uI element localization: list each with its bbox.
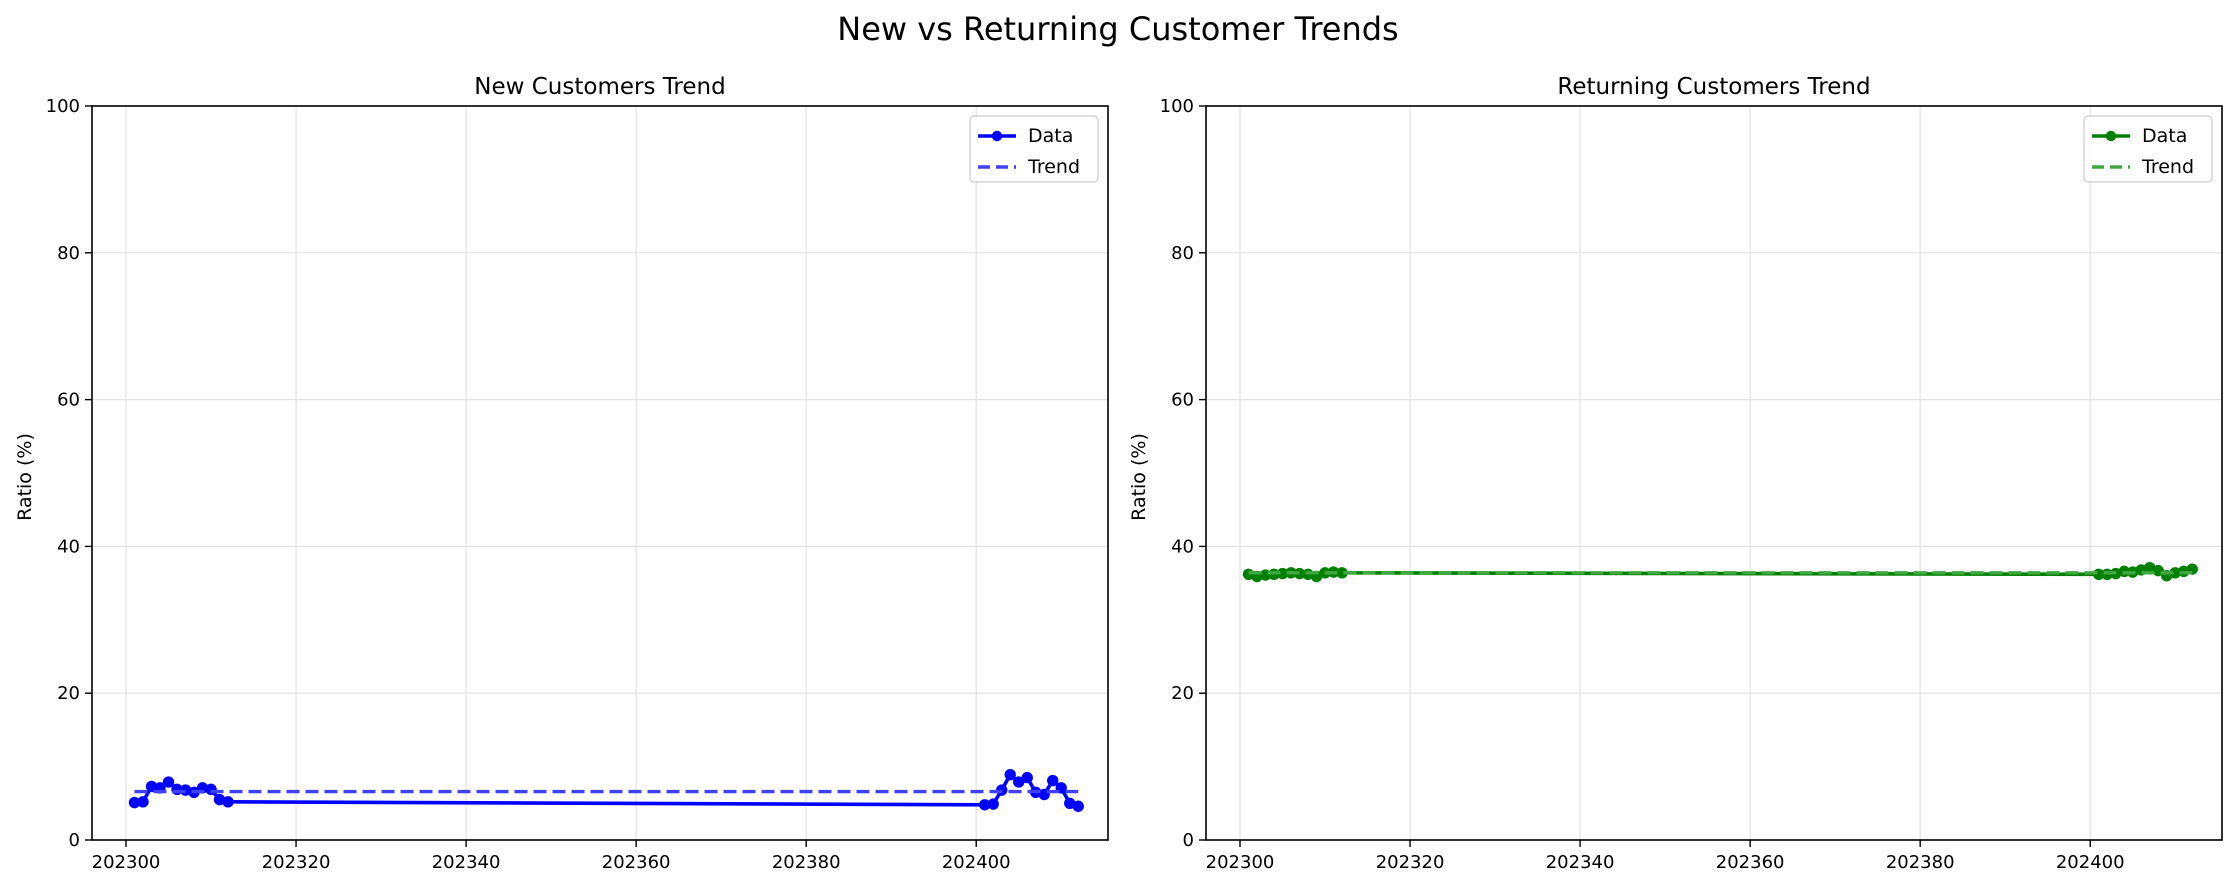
returning-customers-y-tick-label: 60 [1171,390,1194,411]
returning-customers-y-tick-label: 20 [1171,683,1194,704]
new-customers-x-tick-label: 202400 [942,852,1011,873]
returning-customers-y-tick-label: 100 [1160,96,1194,117]
new-customers-x-tick-label: 202320 [262,852,331,873]
new-customers-data-point [1047,774,1059,787]
returning-customers-y-tick-label: 80 [1171,243,1194,264]
new-customers-y-tick-label: 40 [57,536,80,557]
new-customers-y-tick-label: 80 [57,243,80,264]
new-customers-y-tick-label: 60 [57,390,80,411]
new-customers-data-point [1004,768,1016,781]
returning-customers-x-tick-label: 202300 [1206,852,1275,873]
new-customers-data-point [162,776,175,788]
returning-customers-legend: Data Trend [2083,115,2213,183]
returning-customers-y-tick-label: 0 [1183,830,1194,851]
returning-customers-x-tick-label: 202360 [1716,852,1785,873]
returning-customers-x-tick-label: 202340 [1546,852,1615,873]
new-customers-data-point [1072,800,1084,812]
figure-title: New vs Returning Customer Trends [837,10,1398,48]
returning-customers-x-tick-label: 202400 [2056,852,2125,873]
new-customers-data-point [1021,771,1033,784]
new-customers-legend-marker [991,130,1003,142]
new-customers-x-tick-label: 202360 [602,852,671,873]
new-customers-legend-label-data: Data [1028,125,1073,147]
returning-customers-legend-label-data: Data [2142,125,2187,147]
returning-customers-x-tick-label: 202320 [1376,852,1445,873]
new-customers-axes-frame [91,105,1109,841]
new-customers-legend-label-trend: Trend [1027,156,1080,178]
new-customers-x-tick-label: 202300 [92,852,161,873]
new-customers-ylabel: Ratio (%) [14,433,36,521]
new-customers-data-point [137,796,149,808]
returning-customers-panel: Returning Customers Trend Ratio (%) 2023… [1128,74,2223,873]
new-customers-x-tick-label: 202340 [432,852,501,873]
new-customers-x-tick-label: 202380 [772,852,841,873]
new-customers-title: New Customers Trend [474,74,725,100]
new-customers-panel: New Customers Trend Ratio (%) 202300 2023… [14,74,1109,873]
new-customers-y-tick-label: 0 [69,830,80,851]
returning-customers-axes-frame [1205,105,2223,841]
new-customers-legend: Data Trend [969,115,1099,183]
returning-customers-ylabel: Ratio (%) [1128,433,1150,521]
returning-customers-legend-marker [2105,130,2117,142]
new-customers-y-tick-label: 100 [46,96,80,117]
new-customers-y-tick-label: 20 [57,683,80,704]
returning-customers-y-tick-label: 40 [1171,536,1194,557]
returning-customers-legend-label-trend: Trend [2141,156,2194,178]
returning-customers-title: Returning Customers Trend [1557,74,1870,100]
new-customers-data-point [222,796,234,808]
new-customers-data-point [987,798,999,810]
returning-customers-x-tick-label: 202380 [1886,852,1955,873]
